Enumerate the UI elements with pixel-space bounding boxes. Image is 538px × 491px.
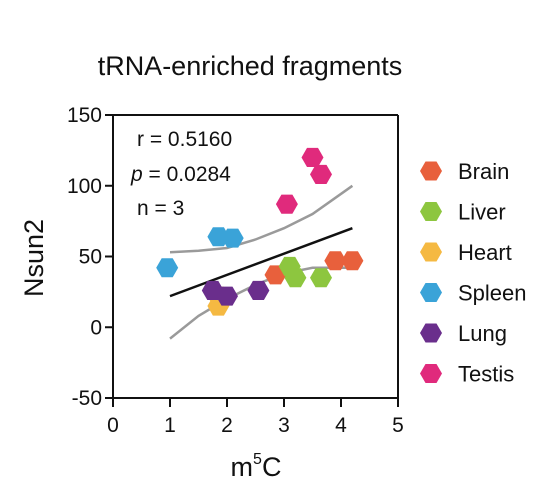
- data-point-spleen: [221, 228, 244, 248]
- x-axis-label-superscript: 5: [253, 451, 262, 468]
- chart-title: tRNA-enriched fragments: [98, 51, 403, 81]
- x-tick-label: 1: [164, 414, 176, 437]
- data-point-brain: [341, 251, 364, 271]
- y-tick-label: 150: [67, 104, 102, 127]
- stat-n: n = 3: [137, 197, 184, 220]
- y-tick-label: 50: [79, 246, 102, 269]
- legend-label-liver: Liver: [458, 200, 506, 225]
- data-point-testis: [310, 164, 332, 184]
- legend-marker-liver: [420, 202, 442, 221]
- x-axis-ticks: 0 1 2 3 4 5: [107, 398, 404, 437]
- legend-marker-heart: [420, 242, 442, 262]
- x-axis-label-base: m: [231, 452, 254, 482]
- stat-p-symbol: p: [130, 163, 143, 186]
- data-point-testis: [301, 147, 324, 167]
- data-point-lung: [247, 280, 270, 300]
- legend-label-testis: Testis: [458, 362, 514, 387]
- legend-marker-lung: [420, 323, 442, 343]
- data-point-liver: [310, 268, 332, 288]
- y-tick-label: 0: [90, 316, 102, 339]
- plot-area: [156, 147, 364, 340]
- stat-p-value: = 0.0284: [143, 163, 231, 186]
- regression-line: [169, 227, 353, 298]
- x-tick-label: 5: [392, 414, 404, 437]
- stat-r: r = 0.5160: [137, 128, 232, 151]
- data-point-spleen: [156, 258, 179, 278]
- x-axis-label: m5C: [231, 451, 282, 482]
- x-tick-label: 0: [107, 414, 119, 437]
- legend-label-brain: Brain: [458, 159, 509, 184]
- y-tick-label: -50: [72, 387, 102, 410]
- y-tick-label: 100: [67, 175, 102, 198]
- legend-marker-spleen: [420, 283, 442, 302]
- data-point-brain: [324, 251, 347, 271]
- y-axis-ticks: -50 0 50 100 150: [67, 104, 113, 410]
- ci-upper-curve: [169, 184, 354, 254]
- data-point-liver: [284, 268, 307, 288]
- x-axis-label-tail: C: [262, 452, 282, 482]
- x-tick-label: 3: [278, 414, 290, 437]
- stat-p: p = 0.0284: [130, 163, 231, 186]
- x-tick-label: 4: [335, 414, 347, 437]
- legend-label-lung: Lung: [458, 321, 507, 346]
- legend: Brain Liver Heart Spleen Lung Testis: [420, 159, 527, 387]
- x-tick-label: 2: [221, 414, 233, 437]
- legend-label-spleen: Spleen: [458, 281, 527, 306]
- legend-marker-testis: [420, 364, 442, 383]
- data-point-lung: [216, 286, 238, 306]
- legend-label-heart: Heart: [458, 240, 512, 265]
- data-point-testis: [275, 194, 298, 214]
- y-axis-label: Nsun2: [19, 219, 49, 297]
- legend-marker-brain: [420, 161, 442, 181]
